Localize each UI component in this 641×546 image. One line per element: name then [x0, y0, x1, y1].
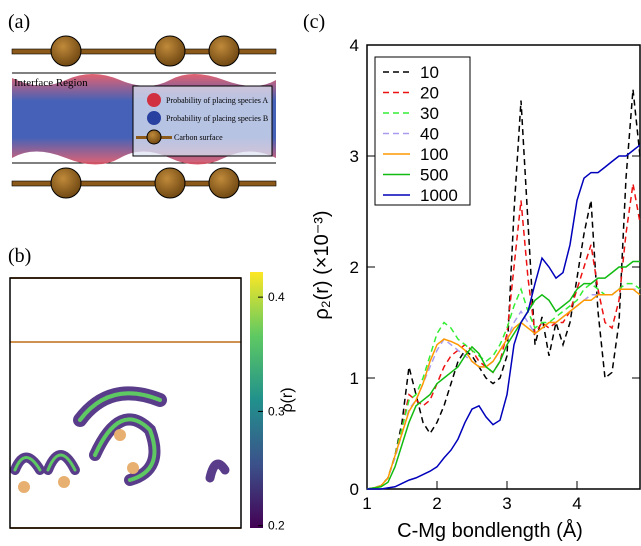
panel-label: (a): [8, 11, 30, 33]
legend-text: Probability of placing species A: [166, 96, 268, 105]
legend-box: [374, 56, 471, 206]
colorbar-tick-label: 0.2: [268, 519, 285, 533]
density-map: [10, 386, 230, 486]
carbon-atom: [50, 167, 82, 199]
series-line: [366, 89, 641, 490]
legend-label: 20: [420, 84, 439, 103]
carbon-atom: [50, 35, 82, 67]
region-label: Interface Region: [14, 77, 88, 89]
legend-label: 30: [420, 104, 439, 123]
y-tick-label: 4: [350, 36, 359, 55]
atom-dots: [18, 429, 139, 493]
legend-label: 40: [420, 125, 439, 144]
y-tick-label: 1: [350, 369, 359, 388]
carbon-atom: [208, 167, 240, 199]
frame: [9, 277, 242, 529]
legend-label: 500: [420, 166, 448, 185]
series-line: [366, 288, 641, 490]
legend-swatch: [147, 111, 161, 125]
carbon-rod: [11, 180, 277, 187]
colorbar-tick-label: 0.4: [268, 290, 285, 304]
colorbar: [250, 272, 263, 528]
legend-label: 1000: [420, 186, 458, 205]
carbon-atom: [154, 35, 186, 67]
series-line: [366, 288, 640, 490]
panel-b: (b) ρ(r) 0.2 0.3 0.4: [8, 245, 296, 533]
series-line: [367, 144, 641, 490]
y-tick-label: 3: [350, 147, 359, 166]
legend-swatch: [147, 93, 161, 107]
legend-text: Probability of placing species B: [166, 114, 268, 123]
legend-text: Carbon surface: [174, 133, 223, 142]
series-line: [366, 282, 641, 490]
x-tick-label: 3: [502, 494, 511, 513]
y-axis-label: ρ₂(r) (×10⁻³): [311, 210, 333, 319]
carbon-atom: [154, 167, 186, 199]
series-line: [366, 260, 640, 490]
panel-a: (a) Interface Region Probability of plac…: [8, 11, 277, 199]
carbon-atom: [208, 35, 240, 67]
y-tick-label: 2: [350, 258, 359, 277]
colorbar-label: ρ(r): [279, 387, 296, 412]
y-tick-label: 0: [350, 480, 359, 499]
panel-c: (c) C-Mg bondlength (Å) ρ₂(r) (×10⁻³) 1 2…: [303, 11, 641, 542]
carbon-rod: [11, 48, 277, 55]
series-line: [366, 183, 641, 490]
x-tick-label: 1: [362, 494, 371, 513]
x-tick-label: 2: [432, 494, 441, 513]
x-tick-label: 4: [572, 494, 581, 513]
x-axis-label: C-Mg bondlength (Å): [397, 519, 583, 542]
legend-label: 10: [420, 63, 439, 82]
panel-label: (c): [303, 11, 325, 33]
legend-label: 100: [420, 145, 448, 164]
colorbar-tick-label: 0.3: [268, 404, 285, 418]
legend-swatch: [146, 129, 162, 145]
panel-label: (b): [8, 245, 31, 267]
